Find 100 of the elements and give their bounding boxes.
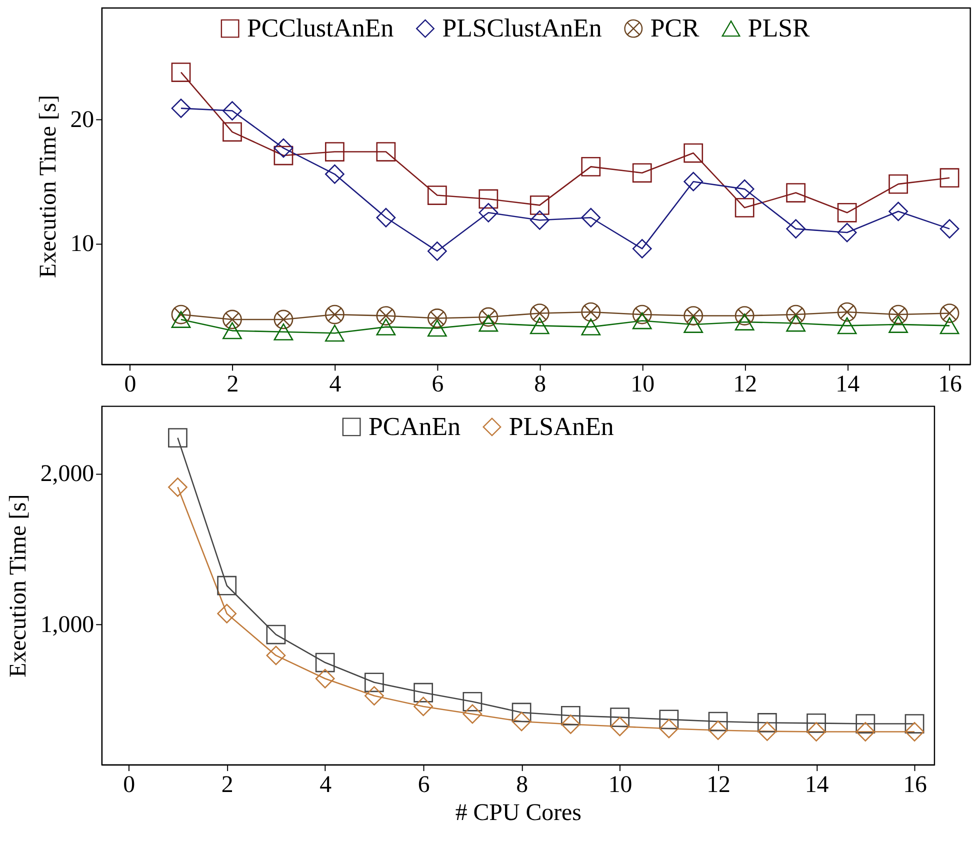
x-tick-label: 6: [418, 772, 430, 798]
point: [171, 62, 191, 82]
x-tick-label: 14: [804, 772, 829, 798]
point: [222, 310, 242, 330]
point: [315, 668, 335, 688]
point: [904, 722, 924, 742]
point: [325, 164, 344, 184]
point: [659, 710, 679, 730]
point: [376, 142, 396, 162]
y-axis-title: Execution Time [s]: [35, 94, 62, 278]
point: [274, 146, 294, 166]
point: [222, 322, 242, 340]
point: [940, 304, 960, 323]
y-axis-title: Execution Time [s]: [5, 494, 32, 678]
x-tick-label: 16: [903, 772, 928, 798]
point: [856, 722, 876, 742]
point: [888, 202, 908, 222]
point: [560, 714, 580, 734]
point: [610, 716, 630, 736]
point: [940, 317, 960, 334]
point: [274, 323, 294, 340]
y-tick-label: 20: [70, 106, 94, 133]
legend-label: PLSAnEn: [508, 412, 614, 441]
point: [222, 101, 242, 120]
legend-label: PLSClustAnEn: [442, 14, 602, 43]
point: [708, 720, 728, 740]
point: [786, 304, 806, 324]
legend-label: PCR: [650, 14, 700, 43]
point: [684, 316, 704, 333]
point: [427, 320, 447, 337]
point: [837, 222, 857, 242]
x-tick-label: 0: [124, 372, 136, 398]
point: [786, 219, 806, 238]
point: [632, 304, 652, 324]
x-axis-title: # CPU Cores: [455, 800, 582, 826]
point: [462, 704, 482, 724]
point: [530, 304, 550, 323]
point: [478, 314, 498, 332]
point: [560, 706, 580, 726]
point: [325, 324, 344, 342]
point: [610, 708, 630, 728]
x-tick-label: 0: [123, 772, 136, 798]
point: [837, 317, 857, 334]
point: [414, 696, 434, 716]
point: [427, 308, 447, 328]
point: [427, 241, 447, 261]
point: [364, 672, 384, 692]
point: [462, 692, 482, 712]
point: [325, 142, 344, 162]
point: [171, 304, 191, 324]
point: [171, 98, 191, 118]
point: [427, 186, 447, 205]
point: [581, 208, 601, 228]
point: [757, 722, 777, 742]
point: [632, 163, 652, 183]
x-tick-label: 4: [329, 372, 342, 398]
point: [376, 208, 396, 228]
x-tick-label: 10: [630, 372, 655, 398]
point: [274, 138, 294, 158]
point: [530, 317, 550, 334]
point: [168, 477, 188, 497]
point: [659, 718, 679, 738]
point: [325, 304, 344, 324]
x-tick-label: 16: [938, 372, 962, 398]
x-tick-label: 8: [534, 372, 546, 398]
point: [684, 172, 704, 192]
point: [266, 646, 286, 666]
x-tick-label: 6: [432, 372, 444, 398]
point: [274, 310, 294, 330]
x-tick-label: 14: [836, 372, 860, 398]
point: [478, 307, 498, 327]
point: [904, 714, 924, 734]
y-tick-label: 2,000: [40, 461, 94, 488]
point: [266, 624, 286, 644]
point: [786, 183, 806, 202]
legend-label: PCAnEn: [368, 412, 461, 441]
point: [888, 316, 908, 333]
legend-label: PLSR: [748, 14, 811, 43]
point: [581, 156, 601, 176]
point: [530, 196, 550, 215]
x-tick-label: 12: [706, 772, 730, 798]
point: [734, 198, 754, 218]
point: [888, 304, 908, 324]
point: [632, 238, 652, 258]
point: [581, 318, 601, 336]
point: [632, 312, 652, 330]
x-tick-label: 10: [608, 772, 632, 798]
point: [376, 318, 396, 336]
x-tick-label: 12: [733, 372, 758, 398]
point: [837, 302, 857, 322]
point: [837, 202, 857, 222]
point: [581, 302, 601, 322]
point: [217, 604, 237, 624]
point: [684, 143, 704, 163]
point: [315, 652, 335, 672]
x-tick-label: 8: [516, 772, 528, 798]
y-tick-label: 1,000: [40, 612, 94, 638]
point: [512, 702, 532, 722]
point: [806, 722, 826, 742]
point: [734, 313, 754, 330]
